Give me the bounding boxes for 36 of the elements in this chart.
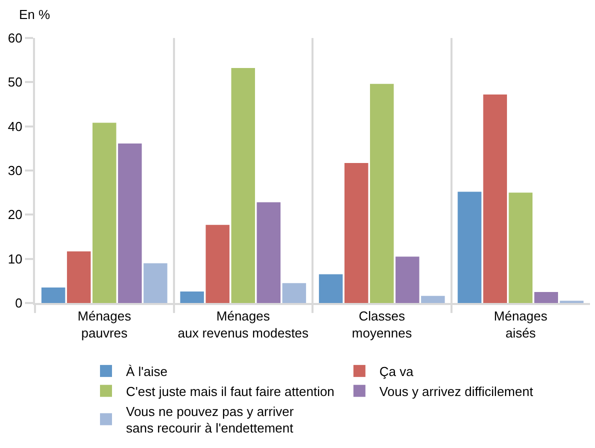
bar bbox=[66, 251, 91, 303]
legend-label: Ça va bbox=[379, 364, 414, 380]
bar bbox=[508, 192, 532, 303]
y-tick-label: 0 bbox=[15, 296, 22, 311]
y-tick-label: 60 bbox=[8, 30, 22, 46]
bar bbox=[483, 94, 507, 303]
bar bbox=[396, 256, 420, 303]
bar bbox=[534, 292, 558, 303]
bar bbox=[144, 263, 168, 303]
y-tick-label: 10 bbox=[8, 251, 22, 266]
y-tick-label: 30 bbox=[8, 163, 22, 178]
bar bbox=[231, 68, 255, 303]
legend-label: C'est juste mais il faut faire attention bbox=[126, 384, 334, 399]
y-tick-label: 40 bbox=[8, 118, 22, 134]
x-tick-label: Ménages aux revenus modestes bbox=[178, 308, 310, 340]
y-tick-label: 20 bbox=[8, 207, 22, 222]
y-axis-title: En % bbox=[19, 7, 51, 22]
x-tick-label: Classes moyennes bbox=[352, 308, 412, 340]
legend-label: À l'aise bbox=[126, 364, 168, 380]
bar bbox=[344, 162, 368, 303]
x-tick-label: Ménages aisés bbox=[494, 308, 548, 340]
bar bbox=[256, 202, 281, 303]
bar bbox=[92, 122, 116, 303]
bar bbox=[318, 274, 343, 303]
bar bbox=[370, 84, 394, 303]
legend-label: Vous y arrivez difficilement bbox=[379, 384, 534, 399]
bar bbox=[458, 192, 482, 303]
bar bbox=[41, 288, 66, 303]
bar bbox=[206, 224, 230, 303]
x-tick-label: Ménages pauvres bbox=[78, 308, 132, 340]
y-tick-label: 50 bbox=[8, 74, 22, 90]
bar bbox=[282, 283, 306, 303]
bar bbox=[421, 296, 445, 303]
legend-label: Vous ne pouvez pas y arriver sans recourir à l'endettement bbox=[126, 404, 294, 436]
bar bbox=[180, 292, 204, 303]
bar bbox=[118, 144, 142, 303]
